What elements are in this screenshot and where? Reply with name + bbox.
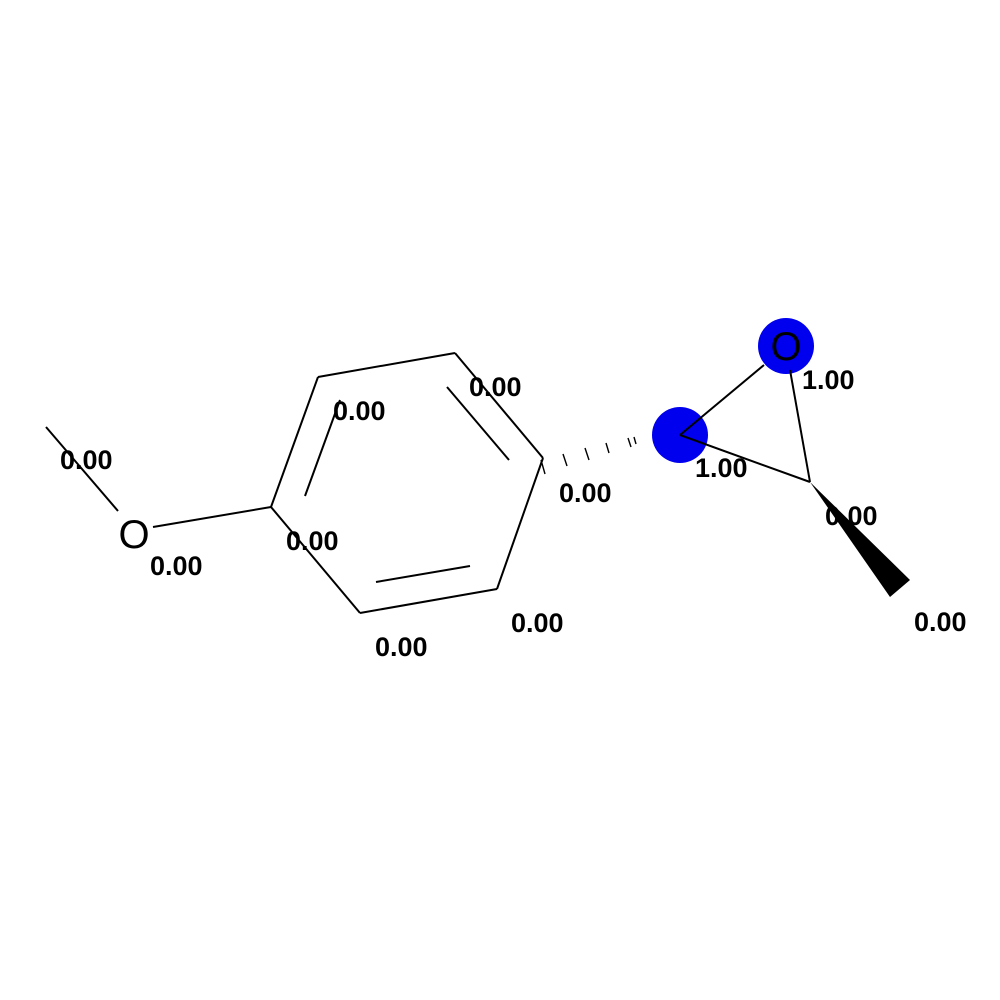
- bond-ring-4: [496, 457, 544, 590]
- bond-ring-1: [270, 376, 319, 508]
- atom-weight-label: 0.00: [60, 445, 113, 475]
- bond-ring-3: [454, 352, 544, 459]
- ether-oxygen-symbol: O: [118, 513, 149, 557]
- atom-weight-label: 0.00: [559, 478, 612, 508]
- bond-ring-5-inner: [375, 565, 471, 583]
- atom-weight-label: 1.00: [802, 365, 855, 395]
- atom-weight-label: 0.00: [469, 372, 522, 402]
- atom-highlight-epoxide-oxygen: [758, 318, 814, 374]
- bond-ether-ring: [152, 506, 272, 528]
- atom-weight-label: 0.00: [825, 501, 878, 531]
- bond-ring-2: [317, 352, 456, 378]
- atom-weight-label: 0.00: [511, 608, 564, 638]
- bond-ring-1-inner: [304, 399, 341, 497]
- bond-ring-5: [359, 588, 498, 614]
- epoxide-oxygen-symbol: O: [770, 325, 801, 369]
- bond-ring-6: [270, 506, 361, 614]
- atom-weight-label: 1.00: [695, 453, 748, 483]
- atom-weight-label: 0.00: [150, 551, 203, 581]
- bond-ring-3-inner: [446, 386, 510, 461]
- atom-weight-label: 0.00: [286, 526, 339, 556]
- hashed-wedge-bond: [540, 436, 637, 475]
- bond-epoxide-c1-c2: [679, 434, 811, 483]
- atom-weight-label: 0.00: [333, 396, 386, 426]
- atom-weight-label: 0.00: [375, 632, 428, 662]
- bond-epoxide-o-c2: [789, 369, 811, 483]
- bond-epoxide-c1-o: [679, 364, 765, 436]
- solid-wedge-bond: [810, 482, 910, 597]
- bond-methyl-ether: [45, 426, 119, 512]
- atom-weight-label: 0.00: [914, 607, 967, 637]
